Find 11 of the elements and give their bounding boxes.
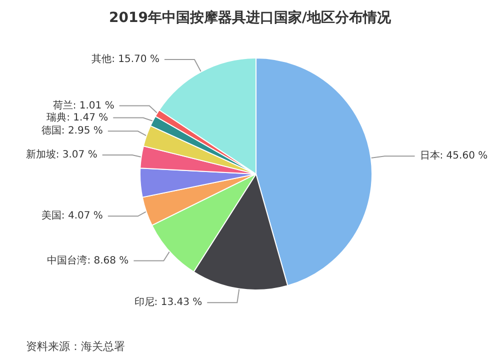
text: 资料来源：海关总署 [26, 340, 125, 353]
slice-label: 其他: 15.70 % [92, 52, 160, 65]
slice-label: 瑞典: 1.47 % [46, 111, 108, 124]
slice-label: 德国: 2.95 % [41, 126, 103, 137]
slice-label: 荷兰: 1.01 % [52, 99, 114, 112]
slice-label: 中国台湾: 8.68 % [47, 254, 129, 266]
chart-title: 2019年中国按摩器具进口国家/地区分布情况 [108, 9, 392, 26]
slice-label: 美国: 4.07 % [41, 210, 103, 222]
slice-label: 印尼: 13.43 % [134, 296, 202, 308]
slice-label: 日本: 45.60 % [420, 150, 488, 162]
slice-label: 新加坡: 3.07 % [26, 148, 98, 160]
